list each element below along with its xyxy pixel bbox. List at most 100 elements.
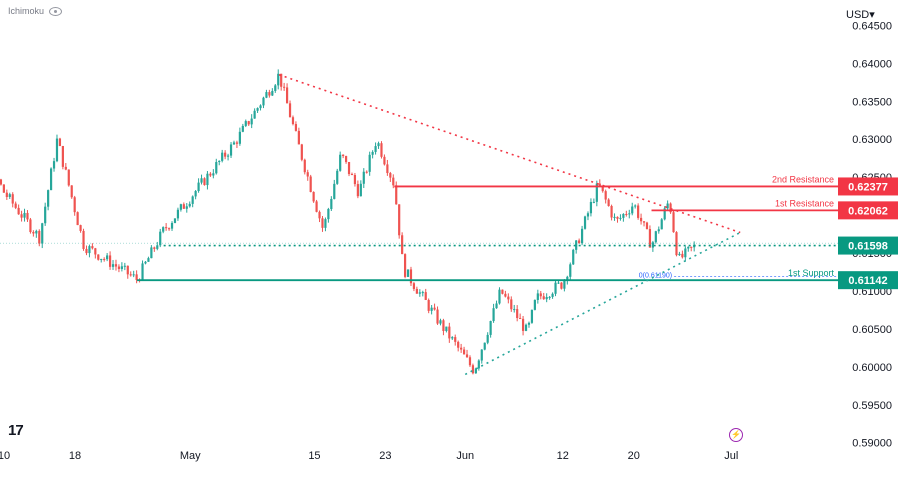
candle-body — [342, 154, 345, 157]
candle-body — [26, 212, 29, 220]
time-axis-tick: 18 — [69, 450, 81, 462]
candle-body — [651, 242, 654, 248]
candle-body — [120, 266, 123, 269]
time-axis-tick: 23 — [379, 450, 391, 462]
candle-body — [150, 247, 153, 259]
candle-body — [191, 196, 194, 204]
candle-body — [294, 124, 298, 131]
price-tag-label: 0.61142 — [848, 275, 887, 287]
candle-body — [356, 184, 359, 197]
time-axis-tick: 20 — [628, 450, 640, 462]
candle-body — [406, 269, 410, 277]
candle-body — [141, 263, 144, 281]
price-tag-label: 0.62062 — [848, 205, 888, 217]
candle-body — [430, 307, 433, 311]
trendline[interactable] — [278, 73, 741, 234]
candle-body — [49, 168, 53, 191]
candle-body — [55, 138, 59, 162]
price-axis-tick: 0.60500 — [852, 324, 892, 336]
candle-body — [126, 265, 129, 275]
candle-body — [516, 309, 519, 319]
candle-body — [194, 191, 197, 197]
trendline[interactable] — [464, 231, 741, 376]
tradingview-logo: 17 — [8, 422, 24, 439]
candle-body — [454, 337, 457, 342]
candle-body — [274, 85, 277, 91]
candle-body — [690, 246, 693, 248]
candle-body — [229, 144, 233, 156]
candle-body — [117, 266, 121, 269]
candle-body — [580, 228, 584, 244]
lightning-icon[interactable]: ⚡ — [729, 428, 743, 442]
candle-body — [288, 103, 292, 118]
candle-body — [421, 292, 424, 294]
time-axis-tick: 15 — [308, 450, 320, 462]
candle-body — [23, 212, 26, 218]
candle-body — [657, 229, 660, 232]
candle-body — [173, 218, 177, 223]
candle-body — [412, 283, 416, 289]
candle-body — [504, 293, 507, 297]
candle-body — [654, 231, 657, 243]
candle-body — [29, 219, 32, 232]
candle-body — [377, 143, 380, 147]
candle-body — [527, 322, 531, 325]
candle-body — [380, 143, 383, 157]
time-axis-tick: 10 — [0, 450, 10, 462]
candle-body — [578, 240, 581, 244]
candle-body — [144, 261, 147, 264]
candle-body — [103, 258, 106, 260]
candle-body — [52, 161, 56, 169]
candle-body — [533, 299, 536, 310]
candle-body — [209, 173, 212, 176]
eye-icon[interactable] — [49, 6, 63, 16]
candle-body — [548, 296, 551, 298]
chevron-down-icon: ▾ — [869, 9, 875, 21]
candle-body — [610, 205, 613, 218]
price-axis-tick: 0.59500 — [852, 400, 892, 412]
candle-body — [418, 292, 421, 294]
candle-body — [371, 151, 374, 155]
candle-body — [206, 173, 209, 186]
price-tag — [838, 236, 898, 255]
candle-body — [100, 258, 103, 260]
candle-body — [480, 349, 483, 361]
currency-selector[interactable]: USD▾ — [846, 8, 875, 21]
candle-body — [648, 228, 652, 248]
candle-body — [262, 97, 265, 106]
candle-body — [185, 206, 188, 209]
candle-body — [67, 169, 70, 186]
candle-body — [362, 171, 365, 184]
candle-body — [241, 125, 244, 132]
candle-body — [182, 204, 185, 209]
price-tag-label: 0.62377 — [848, 181, 888, 193]
candle-body — [309, 176, 312, 192]
candle-body — [70, 185, 73, 198]
candle-body — [235, 142, 239, 144]
candle-body — [660, 219, 663, 230]
candle-body — [5, 192, 8, 198]
candle-body — [383, 156, 386, 165]
candle-body — [300, 144, 303, 160]
candle-body — [460, 347, 463, 350]
candle-body — [586, 213, 590, 217]
levels-layer: 2nd Resistance 1st Resistance 1st Support 0… — [0, 174, 838, 282]
candle-body — [386, 164, 389, 174]
price-axis-tick: 0.60000 — [852, 362, 892, 374]
candle-body — [513, 309, 516, 311]
candle-body — [170, 222, 174, 229]
fib-level-label: 0(0.61190) — [639, 273, 672, 280]
candle-body — [147, 258, 150, 262]
candle-body — [247, 121, 250, 125]
candle-body — [285, 87, 289, 104]
candle-body — [619, 217, 622, 219]
time-axis-tick: May — [180, 450, 201, 462]
candle-body — [283, 86, 286, 88]
candle-body — [123, 265, 126, 267]
candle-body — [333, 183, 336, 199]
candle-body — [433, 307, 436, 310]
indicator-legend[interactable]: Ichimoku — [8, 6, 63, 16]
candle-body — [592, 201, 595, 203]
